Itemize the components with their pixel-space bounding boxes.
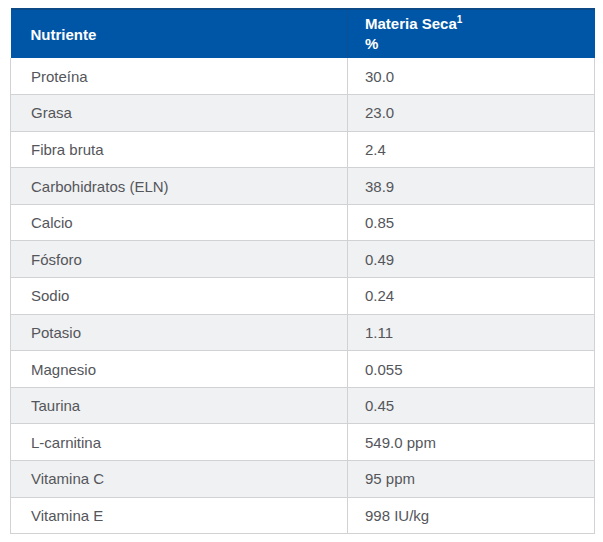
table-row: Proteína 30.0 — [11, 58, 595, 95]
table-row: Fibra bruta 2.4 — [11, 131, 595, 168]
nutrient-label: L-carnitina — [31, 434, 101, 451]
header-row: Nutriente Materia Seca1 % — [11, 9, 595, 58]
nutrient-cell: Vitamina C — [11, 461, 348, 498]
value-cell: 0.85 — [348, 204, 595, 241]
value-cell: 2.4 — [348, 131, 595, 168]
nutrient-label: Magnesio — [31, 361, 96, 378]
table-row: Magnesio 0.055 — [11, 351, 595, 388]
value-cell: 1.11 — [348, 314, 595, 351]
header-cell-nutrient: Nutriente — [11, 9, 348, 58]
nutrient-cell: Carbohidratos (ELN) — [11, 168, 348, 205]
value-label: 95 ppm — [365, 470, 415, 487]
value-label: 0.85 — [365, 214, 394, 231]
value-cell: 30.0 — [348, 58, 595, 95]
value-cell: 0.49 — [348, 241, 595, 278]
value-label: 0.055 — [365, 361, 403, 378]
header-nutrient-label: Nutriente — [31, 26, 97, 43]
nutrient-cell: Taurina — [11, 387, 348, 424]
table-row: Vitamina C 95 ppm — [11, 461, 595, 498]
nutrient-label: Vitamina C — [31, 470, 104, 487]
nutrient-cell: Fósforo — [11, 241, 348, 278]
nutrient-cell: Sodio — [11, 278, 348, 315]
nutrient-label: Sodio — [31, 287, 69, 304]
value-cell: 95 ppm — [348, 461, 595, 498]
nutrient-label: Proteína — [31, 68, 88, 85]
nutrient-cell: Fibra bruta — [11, 131, 348, 168]
nutrient-cell: Potasio — [11, 314, 348, 351]
value-label: 549.0 ppm — [365, 434, 436, 451]
nutrition-table: Nutriente Materia Seca1 % Proteína 30.0 … — [10, 8, 595, 534]
value-label: 998 IU/kg — [365, 507, 429, 524]
nutrient-cell: Magnesio — [11, 351, 348, 388]
nutrient-label: Vitamina E — [31, 507, 103, 524]
value-label: 23.0 — [365, 104, 394, 121]
header-cell-materia-seca: Materia Seca1 % — [348, 9, 595, 58]
nutrient-label: Potasio — [31, 324, 81, 341]
table-row: Grasa 23.0 — [11, 95, 595, 132]
page: Nutriente Materia Seca1 % Proteína 30.0 … — [0, 0, 603, 542]
value-label: 0.24 — [365, 287, 394, 304]
table-row: Vitamina E 998 IU/kg — [11, 497, 595, 534]
value-label: 30.0 — [365, 68, 394, 85]
table-row: Fósforo 0.49 — [11, 241, 595, 278]
table-row: Sodio 0.24 — [11, 278, 595, 315]
nutrient-cell: L-carnitina — [11, 424, 348, 461]
value-cell: 0.055 — [348, 351, 595, 388]
value-label: 38.9 — [365, 178, 394, 195]
value-cell: 549.0 ppm — [348, 424, 595, 461]
value-cell: 0.45 — [348, 387, 595, 424]
table-row: Potasio 1.11 — [11, 314, 595, 351]
value-label: 0.45 — [365, 397, 394, 414]
nutrient-cell: Grasa — [11, 95, 348, 132]
nutrient-label: Fibra bruta — [31, 141, 104, 158]
nutrient-label: Calcio — [31, 214, 73, 231]
nutrient-cell: Proteína — [11, 58, 348, 95]
header-materia-seca-label: Materia Seca — [365, 15, 457, 32]
footnote-marker: 1 — [457, 14, 463, 25]
nutrient-cell: Vitamina E — [11, 497, 348, 534]
value-label: 0.49 — [365, 251, 394, 268]
nutrient-label: Fósforo — [31, 251, 82, 268]
value-label: 1.11 — [365, 324, 393, 341]
value-cell: 0.24 — [348, 278, 595, 315]
value-cell: 23.0 — [348, 95, 595, 132]
nutrient-cell: Calcio — [11, 204, 348, 241]
header-unit-label: % — [365, 35, 378, 52]
table-row: Taurina 0.45 — [11, 387, 595, 424]
table-header: Nutriente Materia Seca1 % — [11, 9, 595, 58]
table-row: Carbohidratos (ELN) 38.9 — [11, 168, 595, 205]
table-body: Proteína 30.0 Grasa 23.0 Fibra bruta 2.4… — [11, 58, 595, 534]
value-cell: 38.9 — [348, 168, 595, 205]
nutrient-label: Grasa — [31, 104, 72, 121]
nutrient-label: Carbohidratos (ELN) — [31, 178, 169, 195]
table-row: Calcio 0.85 — [11, 204, 595, 241]
value-label: 2.4 — [365, 141, 386, 158]
table-row: L-carnitina 549.0 ppm — [11, 424, 595, 461]
nutrient-label: Taurina — [31, 397, 80, 414]
value-cell: 998 IU/kg — [348, 497, 595, 534]
